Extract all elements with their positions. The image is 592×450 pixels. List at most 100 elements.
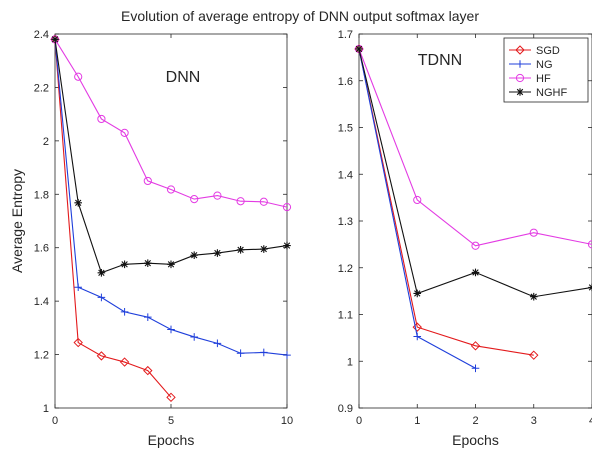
data-point [190, 333, 198, 341]
y-tick-label: 1.6 [338, 76, 353, 88]
x-tick-label: 2 [472, 415, 478, 427]
data-point [529, 350, 539, 360]
y-tick-label: 1.6 [34, 243, 49, 255]
data-point [529, 228, 538, 237]
legend-label: HF [536, 73, 551, 85]
data-point [236, 197, 245, 206]
data-point [144, 259, 152, 268]
panel-tdnn: 0 1 2 3 4 0.9 1 1.1 1.2 1.3 1.4 1.5 1.6 1.7 Epochs TDNN… [338, 29, 592, 448]
y-tick-label: 1.2 [34, 350, 49, 362]
data-point [120, 128, 129, 137]
y-tick-label: 1 [347, 356, 353, 368]
data-point [74, 283, 82, 292]
y-tick-label: 0.9 [338, 403, 353, 415]
data-point [259, 197, 268, 206]
y-tick-label: 2.4 [34, 29, 49, 41]
legend-marker [516, 88, 524, 96]
y-tick-label: 1 [43, 403, 49, 415]
data-point [143, 365, 153, 376]
y-tick-label: 1.3 [338, 216, 353, 228]
data-point [283, 351, 291, 359]
data-point [587, 240, 592, 249]
series-nghf [51, 35, 291, 277]
data-point [413, 332, 422, 341]
data-point [167, 325, 175, 334]
series-nghf [355, 45, 592, 301]
data-point [413, 195, 422, 205]
panel-label: DNN [166, 69, 201, 86]
data-point [471, 241, 480, 250]
data-point [355, 45, 363, 53]
data-point [97, 114, 106, 124]
y-tick-label: 1.4 [34, 296, 49, 308]
legend-label: NG [536, 59, 553, 71]
legend-label: NGHF [536, 87, 567, 99]
y-tick-label: 2.2 [34, 82, 49, 94]
data-point [97, 269, 106, 277]
data-point [260, 348, 268, 357]
plot-area [54, 33, 288, 409]
series-hf [50, 35, 292, 212]
data-point [143, 176, 152, 186]
y-tick-label: 1.1 [338, 310, 353, 322]
data-point [260, 245, 268, 253]
data-point [190, 251, 198, 259]
data-point [120, 308, 129, 316]
x-tick-label: 0 [52, 415, 58, 427]
x-tick-label: 4 [589, 415, 592, 427]
panel-dnn: 0 5 10 1 1.2 1.4 1.6 1.8 2 2.2 2.4 Epochs Average En… [9, 29, 293, 448]
y-tick-label: 1.4 [338, 169, 353, 181]
x-tick-label: 10 [281, 415, 293, 427]
legend-marker [515, 45, 525, 55]
series-sgd [50, 34, 176, 403]
series-line-hf [358, 48, 592, 247]
data-point [97, 293, 106, 302]
data-point [470, 341, 481, 351]
legend-label: SGD [536, 45, 560, 57]
data-point [120, 260, 129, 269]
data-point [213, 339, 222, 348]
data-point [282, 203, 292, 212]
panel-label: TDNN [418, 52, 462, 69]
y-tick-label: 1.8 [34, 189, 49, 201]
legend-marker [515, 73, 525, 83]
data-point [190, 194, 199, 204]
data-point [236, 246, 245, 254]
data-point [213, 191, 222, 200]
x-axis-label: Epochs [148, 432, 195, 448]
data-point [96, 351, 107, 361]
data-point [283, 241, 291, 250]
y-tick-label: 1.7 [338, 29, 353, 41]
data-point [166, 392, 176, 403]
data-point [74, 72, 83, 81]
data-point [167, 260, 175, 269]
x-tick-label: 3 [531, 415, 537, 427]
x-axis-label: Epochs [452, 432, 499, 448]
data-point [236, 349, 245, 358]
data-point [213, 249, 222, 257]
data-point [74, 199, 82, 207]
y-tick-label: 1.2 [338, 263, 353, 275]
data-point [471, 364, 480, 373]
data-point [413, 289, 422, 298]
series-line-sgd [358, 48, 534, 356]
legend-marker [516, 60, 524, 68]
series-line-sgd [54, 39, 172, 398]
data-point [166, 185, 176, 194]
y-tick-label: 1.5 [338, 123, 353, 135]
x-tick-label: 1 [414, 415, 420, 427]
x-tick-label: 0 [356, 415, 362, 427]
series-line-hf [54, 39, 288, 208]
figure-title: Evolution of average entropy of DNN outp… [121, 8, 479, 24]
data-point [119, 357, 130, 367]
x-tick-label: 5 [168, 415, 174, 427]
data-point [529, 292, 538, 301]
y-tick-label: 2 [43, 136, 49, 148]
data-point [73, 337, 83, 348]
data-point [471, 268, 480, 277]
data-point [144, 313, 152, 321]
y-axis-label: Average Entropy [9, 169, 25, 273]
